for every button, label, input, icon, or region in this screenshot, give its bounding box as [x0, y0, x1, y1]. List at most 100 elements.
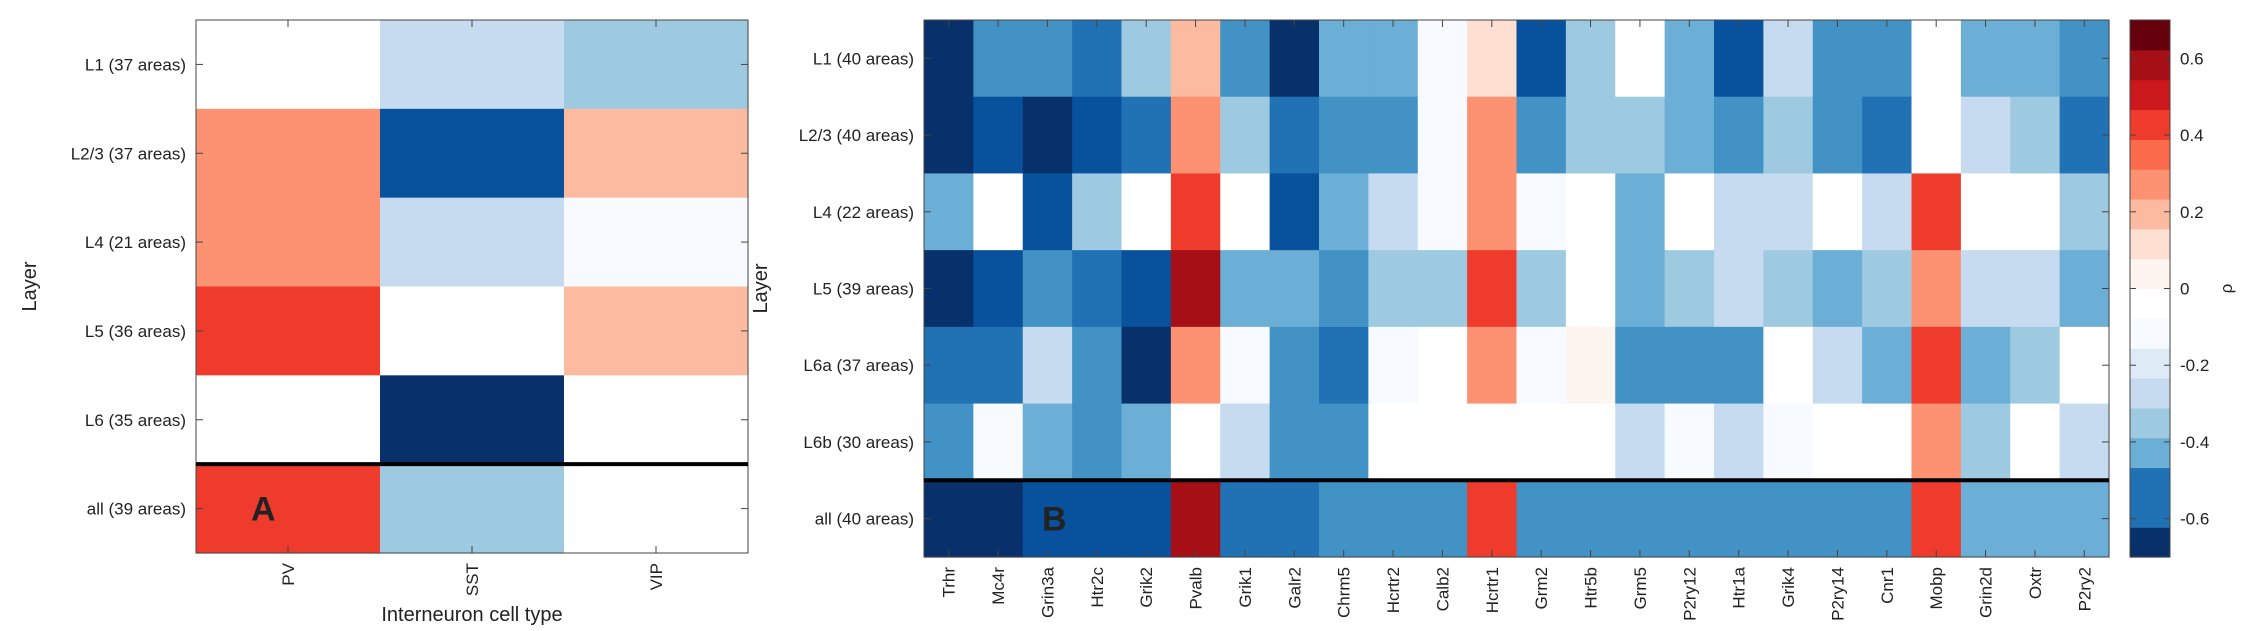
colorbar: -0.6 -0.4 -0.2 0 0.2 0.4 0.6 ρ: [2129, 19, 2236, 558]
heatmap-cell: [1812, 403, 1863, 481]
heatmap-cell: [2059, 173, 2110, 251]
colorbar-tick-label: 0.2: [2180, 203, 2204, 222]
heatmap-cell: [564, 375, 749, 465]
x-tick-label: Grik1: [1236, 567, 1255, 608]
colorbar-segment: [2130, 318, 2170, 349]
heatmap-cell: [1417, 96, 1468, 175]
heatmap-cell: [1368, 403, 1419, 481]
heatmap-cell: [1417, 173, 1468, 251]
y-tick-label: L2/3 (40 areas): [799, 126, 914, 145]
x-tick-label: Cnr1: [1878, 567, 1897, 604]
x-tick-label: Grm2: [1532, 567, 1551, 610]
heatmap-cell: [1269, 326, 1320, 405]
heatmap-cell: [1516, 250, 1567, 328]
heatmap-cell: [1121, 173, 1172, 251]
heatmap-cell: [1960, 403, 2011, 481]
heatmap-cell: [1170, 403, 1221, 481]
heatmap-cell: [196, 108, 381, 199]
heatmap-cell: [2059, 326, 2110, 405]
heatmap-cell: [2010, 250, 2061, 328]
heatmap-cell: [1319, 96, 1369, 175]
heatmap-cell: [1121, 403, 1172, 481]
heatmap-cell: [1417, 480, 1468, 558]
heatmap-cell: [1220, 250, 1271, 328]
x-tick-label: P2ry12: [1680, 567, 1699, 621]
colorbar-segment: [2130, 49, 2170, 81]
heatmap-cell: [1269, 480, 1320, 558]
heatmap-cell: [1417, 326, 1468, 405]
heatmap-cell: [1714, 20, 1764, 98]
heatmap-cell: [1072, 20, 1123, 98]
heatmap-cell: [1714, 250, 1764, 328]
heatmap-cell: [973, 20, 1024, 98]
heatmap-cell: [924, 173, 974, 251]
heatmap-cell: [564, 197, 749, 288]
heatmap-cell: [924, 20, 974, 98]
heatmap-cell: [2010, 96, 2061, 175]
heatmap-panel-a: L1 (37 areas) L2/3 (37 areas) L4 (21 areas…: [19, 19, 749, 626]
x-tick-label: P2ry14: [1828, 567, 1847, 621]
heatmap-cell: [1170, 96, 1221, 175]
heatmap-cell: [1812, 96, 1863, 175]
x-tick-label: Pvalb: [1187, 567, 1206, 610]
heatmap-cell: [1664, 173, 1715, 251]
x-tick-label: Oxtr: [2026, 567, 2045, 599]
heatmap-cell: [973, 326, 1024, 405]
heatmap-cell: [1368, 96, 1419, 175]
heatmap-cell: [1615, 173, 1666, 251]
heatmap-cell: [1763, 173, 1814, 251]
heatmap-cell: [1022, 326, 1073, 405]
heatmap-cell: [1812, 326, 1863, 405]
colorbar-tick-label: 0: [2180, 280, 2189, 299]
heatmap-cell: [1319, 480, 1369, 558]
heatmap-cell: [1121, 20, 1172, 98]
heatmap-cell: [924, 326, 974, 405]
heatmap-cell: [1960, 96, 2011, 175]
heatmap-cell: [1812, 250, 1863, 328]
heatmap-cell: [1565, 173, 1616, 251]
heatmap-cell: [1911, 173, 1962, 251]
heatmap-cell: [973, 403, 1024, 481]
heatmap-cell: [380, 464, 565, 554]
heatmap-cell: [196, 197, 381, 288]
heatmap-cell: [1121, 480, 1172, 558]
y-axis-title: Layer: [19, 261, 41, 311]
heatmap-cell: [1121, 326, 1172, 405]
x-tick-label: Htr5b: [1582, 567, 1601, 609]
y-tick-label: L5 (39 areas): [813, 280, 914, 299]
colorbar-tick-label: -0.6: [2180, 510, 2209, 529]
heatmap-cell: [1467, 173, 1518, 251]
heatmap-cell: [1220, 326, 1271, 405]
colorbar-segment: [2130, 348, 2170, 379]
heatmap-cell: [973, 250, 1024, 328]
heatmap-cell: [1862, 173, 1913, 251]
heatmap-cell: [564, 464, 749, 554]
heatmap-cell: [1220, 96, 1271, 175]
heatmap-cell: [1319, 326, 1369, 405]
heatmap-cell: [1022, 20, 1073, 98]
heatmap-cell: [1072, 96, 1123, 175]
heatmap-cell: [1763, 326, 1814, 405]
heatmap-cell: [1911, 403, 1962, 481]
heatmap-cell: [1022, 173, 1073, 251]
y-tick-label: L6b (30 areas): [803, 433, 914, 452]
colorbar-segment: [2130, 407, 2170, 439]
heatmap-cell: [1664, 96, 1715, 175]
colorbar-segment: [2130, 109, 2170, 140]
heatmap-cell: [1615, 96, 1666, 175]
heatmap-cell: [2010, 20, 2061, 98]
heatmap-cell: [1417, 250, 1468, 328]
colorbar-segment: [2130, 288, 2170, 319]
heatmap-cell: [1763, 403, 1814, 481]
y-tick-label: L4 (21 areas): [85, 233, 186, 252]
heatmap-cell: [2010, 326, 2061, 405]
x-tick-label: Htr1a: [1730, 566, 1749, 608]
heatmap-cell: [1170, 480, 1221, 558]
heatmap-cell: [1960, 173, 2011, 251]
heatmap-cell: [1467, 96, 1518, 175]
heatmap-cell: [1269, 403, 1320, 481]
heatmap-cell: [1170, 173, 1221, 251]
heatmap-cell: [1565, 250, 1616, 328]
heatmap-cell: [1516, 173, 1567, 251]
